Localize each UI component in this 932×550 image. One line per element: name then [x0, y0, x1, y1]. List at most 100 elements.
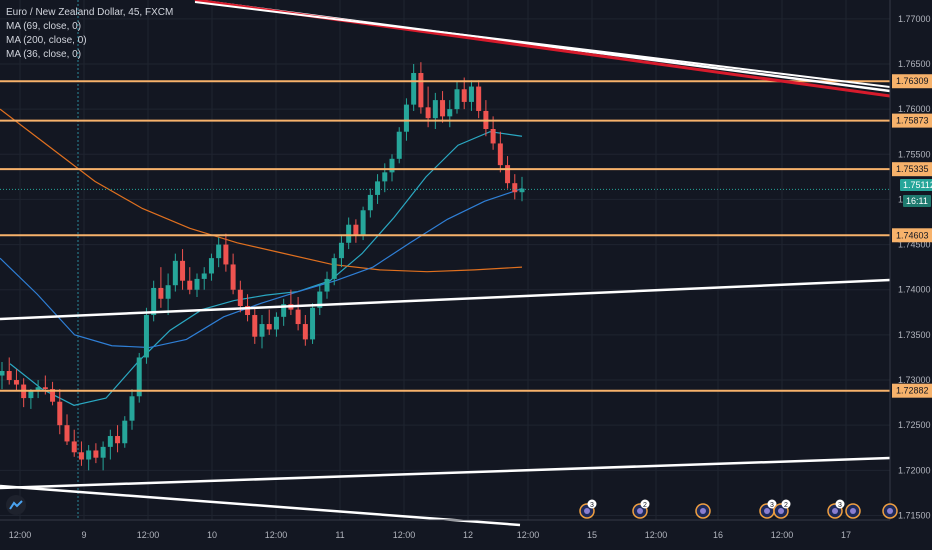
candle-body: [129, 396, 135, 421]
event-badge-count: 3: [770, 502, 774, 509]
countdown-tag: 16:11: [903, 195, 931, 207]
candle-body: [295, 309, 301, 325]
event-badge-count: 3: [838, 502, 842, 509]
price-tick-label: 1.73500: [898, 330, 931, 340]
candle-body: [86, 450, 92, 460]
candle-body: [302, 324, 308, 340]
candle-body: [331, 258, 337, 279]
candle-body: [115, 436, 121, 444]
candle-body: [28, 390, 34, 399]
symbol-title[interactable]: Euro / New Zealand Dollar, 45, FXCM: [6, 7, 174, 18]
candle-body: [237, 289, 243, 306]
candle-body: [382, 172, 388, 182]
candle-body: [497, 143, 503, 166]
price-tick-label: 1.72500: [898, 420, 931, 430]
candle-body: [367, 194, 373, 211]
candle-body: [187, 280, 193, 290]
trendline-upper: [194, 1, 891, 88]
trendline: [0, 278, 891, 321]
level-tag: [892, 162, 932, 177]
event-flag-icon: [832, 508, 838, 514]
candle-body: [50, 389, 56, 402]
candle-body: [216, 244, 222, 259]
candle-body: [512, 183, 518, 193]
candle-body: [78, 452, 84, 460]
candlestick-series: [0, 62, 525, 471]
event-flag-icon: [700, 508, 706, 514]
price-tick-label: 1.77000: [898, 14, 931, 24]
candle-body: [266, 324, 272, 330]
time-tick-label: 17: [841, 530, 851, 540]
candle-body: [223, 244, 229, 265]
candle-body: [403, 104, 409, 132]
trendlines[interactable]: [0, 0, 891, 527]
event-markers[interactable]: 3 2 3 2 3: [579, 499, 898, 519]
candle-body: [476, 86, 482, 111]
candle-body: [245, 305, 251, 316]
candle-body: [375, 181, 381, 195]
level-tag: [892, 228, 932, 243]
time-tick-label: 11: [335, 530, 344, 540]
event-badge: [835, 499, 845, 509]
candle-body: [259, 324, 265, 337]
candle-body: [338, 242, 344, 259]
candle-body: [281, 304, 287, 317]
price-tick-label: 1.73000: [898, 375, 931, 385]
event-flag-icon: [778, 508, 784, 514]
trendline: [0, 484, 521, 527]
event-badge-count: 2: [643, 502, 647, 509]
ma-36-label[interactable]: MA (36, close, 0): [6, 49, 82, 60]
candle-body: [6, 371, 12, 381]
candle-body: [505, 165, 511, 184]
event-flag-icon: [584, 508, 590, 514]
logo-icon: [9, 500, 23, 510]
level-tag: [892, 113, 932, 128]
candle-body: [310, 307, 316, 340]
candle-body: [165, 285, 171, 299]
event-badge-count: 3: [590, 502, 594, 509]
trendline: [0, 456, 891, 490]
candle-body: [107, 436, 113, 447]
level-tag: [892, 74, 932, 89]
time-tick-label: 12:00: [517, 530, 540, 540]
time-tick-label: 9: [81, 530, 86, 540]
candle-body: [136, 357, 142, 397]
candle-body: [151, 287, 157, 316]
time-tick-label: 12:00: [645, 530, 668, 540]
candle-body: [389, 158, 395, 173]
level-label: 1.75335: [896, 164, 929, 174]
price-tick-label: 1.71500: [898, 510, 931, 520]
ma-line: [9, 131, 523, 406]
candle-body: [143, 315, 149, 358]
level-label: 1.74603: [896, 230, 929, 240]
ma-line: [0, 188, 523, 349]
price-tick-label: 1.72000: [898, 465, 931, 475]
time-tick-label: 12: [463, 530, 473, 540]
time-tick-label: 12:00: [9, 530, 32, 540]
price-axis-bg: [890, 0, 932, 550]
time-tick-label: 12:00: [265, 530, 288, 540]
event-badge: [587, 499, 597, 509]
event-badge-count: 2: [784, 502, 788, 509]
ma-69-label[interactable]: MA (69, close, 0): [6, 21, 82, 32]
price-tick-label: 1.76500: [898, 59, 931, 69]
event-badge: [640, 499, 650, 509]
price-tick-label: 1.75500: [898, 149, 931, 159]
candle-body: [180, 260, 186, 281]
candle-body: [418, 73, 424, 108]
ma-200-label[interactable]: MA (200, close, 0): [6, 35, 87, 46]
candle-body: [100, 446, 106, 458]
time-tick-label: 12:00: [771, 530, 794, 540]
horizontal-levels[interactable]: 1.76309 1.75873 1.75335 1.74603 1.72882: [0, 74, 932, 398]
candle-body: [411, 73, 417, 105]
event-badge: [767, 499, 777, 509]
candle-body: [35, 387, 41, 391]
time-axis[interactable]: 12:00 9 12:00 10 12:00 11 12:00 12 12:00 15 12:00 1…: [0, 519, 890, 540]
tradingview-logo[interactable]: [6, 495, 26, 515]
current-price-tag: 1.75112: [900, 179, 932, 191]
candle-body: [346, 224, 352, 243]
candle-body: [317, 291, 323, 308]
candle-body: [490, 129, 496, 144]
